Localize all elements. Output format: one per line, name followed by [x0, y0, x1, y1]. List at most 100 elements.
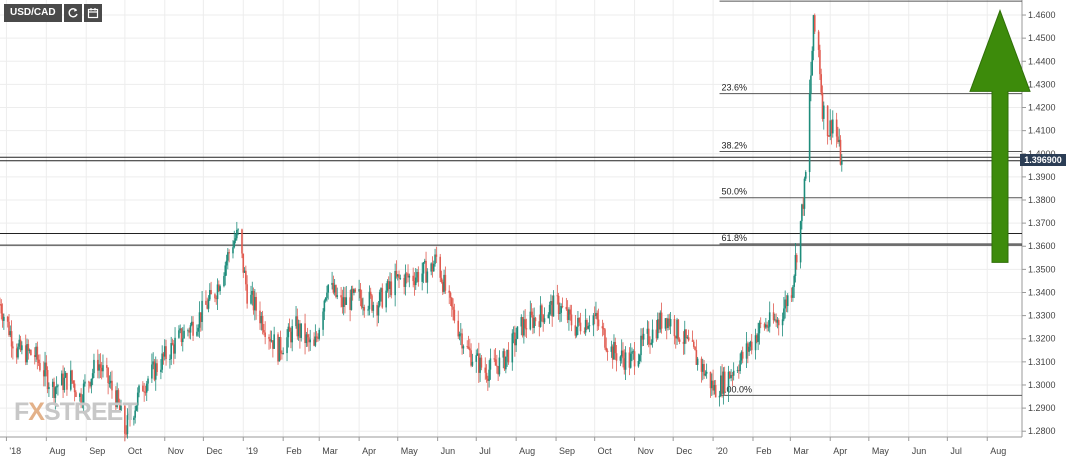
candle-body: [520, 317, 523, 327]
candle-body: [151, 364, 153, 379]
candle-body: [378, 292, 381, 306]
candle-body: [333, 285, 336, 293]
candle-body: [487, 378, 489, 381]
x-tick-label: Aug: [49, 446, 65, 456]
candle-body: [125, 433, 127, 435]
candle-body: [557, 295, 560, 314]
x-tick-label: Jun: [441, 446, 456, 456]
candle-body: [286, 337, 288, 354]
symbol-label[interactable]: USD/CAD: [4, 4, 62, 22]
candle-body: [452, 306, 454, 310]
candle-body: [242, 253, 245, 273]
candle-body: [255, 296, 257, 311]
candle-body: [649, 344, 651, 346]
candle-body: [82, 383, 85, 403]
y-tick-label: 1.3300: [1028, 311, 1056, 321]
candle-body: [234, 238, 237, 241]
candle-body: [313, 339, 315, 346]
candle-body: [539, 305, 542, 327]
candle-body: [189, 325, 192, 333]
candle-body: [632, 351, 635, 353]
candle-body: [552, 295, 555, 317]
candle-body: [450, 297, 453, 307]
candle-body: [187, 330, 189, 332]
candle-body: [147, 378, 149, 384]
candle-body: [784, 299, 786, 309]
candle-body: [732, 370, 735, 376]
candle-body: [443, 274, 445, 292]
fibonacci-label: 100.0%: [722, 384, 753, 394]
candle-body: [89, 382, 91, 387]
candle-body: [207, 299, 210, 309]
y-tick-label: 1.3800: [1028, 195, 1056, 205]
candle-body: [277, 334, 279, 362]
candle-body: [430, 263, 432, 272]
candle-body: [27, 344, 30, 351]
candle-body: [144, 391, 147, 393]
candle-body: [371, 295, 373, 311]
candle-body: [403, 277, 405, 287]
candle-body: [551, 301, 553, 317]
candle-body: [386, 281, 389, 291]
candle-body: [17, 346, 19, 358]
candle-body: [485, 372, 488, 379]
candle-body: [180, 328, 183, 343]
candle-body: [515, 338, 517, 346]
candle-body: [453, 309, 456, 321]
candle-body: [228, 252, 230, 254]
candle-body: [432, 263, 435, 272]
candle-body: [685, 329, 687, 339]
candle-body: [642, 333, 645, 340]
candle-body: [407, 273, 409, 278]
y-tick-label: 1.2800: [1028, 426, 1056, 436]
candle-body: [350, 288, 353, 310]
candle-body: [417, 271, 420, 282]
candle-body: [469, 348, 471, 351]
candle-body: [152, 361, 154, 365]
candle-body: [577, 317, 579, 327]
candle-body: [533, 317, 535, 328]
candle-body: [776, 320, 779, 323]
candle-body: [413, 281, 416, 286]
candle-body: [622, 350, 624, 359]
candle-body: [273, 334, 275, 349]
y-tick-label: 1.3600: [1028, 241, 1056, 251]
candle-body: [457, 320, 460, 337]
x-tick-label: Sep: [89, 446, 105, 456]
candle-body: [660, 312, 663, 329]
candle-body: [288, 326, 291, 332]
candle-body: [142, 385, 144, 392]
reload-icon: [68, 8, 78, 18]
candle-body: [210, 290, 212, 295]
candle-body: [243, 270, 246, 273]
candle-body: [0, 304, 3, 314]
candle-body: [712, 380, 714, 391]
candle-body: [214, 294, 216, 299]
candle-body: [741, 351, 744, 359]
candle-body: [638, 355, 641, 362]
candle-body: [676, 319, 678, 339]
x-tick-label: Feb: [286, 446, 302, 456]
candle-body: [556, 295, 559, 297]
y-tick-label: 1.3700: [1028, 218, 1056, 228]
candle-body: [694, 346, 696, 351]
candle-body: [458, 333, 461, 337]
candle-body: [398, 274, 400, 279]
candle-body: [26, 344, 28, 363]
candle-body: [162, 353, 165, 357]
calendar-icon[interactable]: [83, 4, 102, 22]
candle-body: [783, 308, 785, 320]
candle-body: [674, 336, 677, 339]
reload-icon[interactable]: [63, 4, 82, 22]
y-tick-label: 1.2900: [1028, 403, 1056, 413]
candle-body: [300, 323, 302, 338]
candle-body: [353, 289, 355, 293]
candle-body: [136, 392, 139, 406]
candle-body: [831, 119, 834, 134]
candle-body: [748, 346, 750, 352]
candle-body: [745, 343, 748, 359]
x-tick-label: Aug: [519, 446, 535, 456]
candle-body: [269, 338, 272, 342]
